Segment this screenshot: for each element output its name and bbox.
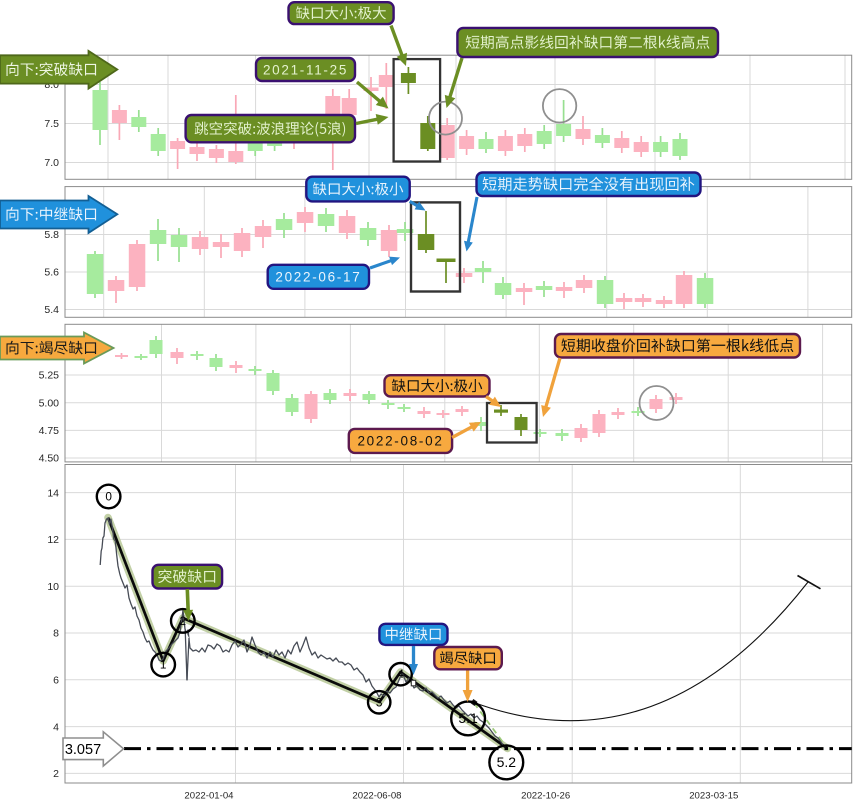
svg-text:5.8: 5.8 <box>44 229 59 241</box>
svg-text:2022-08-02: 2022-08-02 <box>357 434 443 449</box>
svg-text:2022-01-04: 2022-01-04 <box>184 791 234 802</box>
svg-text:4: 4 <box>397 667 404 681</box>
svg-text:2: 2 <box>180 614 187 628</box>
svg-text:14: 14 <box>47 487 59 499</box>
svg-text:2: 2 <box>53 768 59 780</box>
svg-text:5.1: 5.1 <box>458 710 478 726</box>
svg-text:8: 8 <box>53 628 59 640</box>
svg-text:3: 3 <box>376 695 383 709</box>
svg-text:2023-03-15: 2023-03-15 <box>689 791 738 802</box>
svg-text:5.2: 5.2 <box>497 754 517 770</box>
svg-text:2022-06-17: 2022-06-17 <box>275 270 361 285</box>
svg-text:12: 12 <box>47 534 59 546</box>
svg-text:4.75: 4.75 <box>39 425 60 437</box>
svg-text:3.057: 3.057 <box>65 742 101 758</box>
svg-text:1: 1 <box>160 658 167 672</box>
svg-text:10: 10 <box>47 581 59 593</box>
svg-text:4.50: 4.50 <box>39 453 60 465</box>
svg-text:5.00: 5.00 <box>39 397 60 409</box>
svg-text:7.0: 7.0 <box>44 157 59 169</box>
svg-text:2022-10-26: 2022-10-26 <box>521 791 570 802</box>
svg-text:2022-06-08: 2022-06-08 <box>352 791 401 802</box>
svg-text:5.4: 5.4 <box>44 304 59 316</box>
svg-text:5.6: 5.6 <box>44 267 59 279</box>
svg-text:4: 4 <box>53 721 59 733</box>
svg-text:2021-11-25: 2021-11-25 <box>263 62 348 77</box>
svg-text:0: 0 <box>105 490 112 504</box>
svg-text:7.5: 7.5 <box>44 118 59 130</box>
svg-text:5.25: 5.25 <box>39 370 60 382</box>
svg-text:6: 6 <box>53 675 59 687</box>
